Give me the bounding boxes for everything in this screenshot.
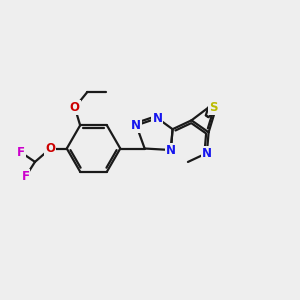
Text: F: F <box>17 146 25 159</box>
Text: N: N <box>166 143 176 157</box>
Text: S: S <box>209 100 218 114</box>
Text: N: N <box>152 112 162 125</box>
Text: O: O <box>70 101 80 114</box>
Text: N: N <box>131 119 141 132</box>
Text: N: N <box>202 147 212 160</box>
Text: F: F <box>22 170 29 183</box>
Text: O: O <box>45 142 56 155</box>
